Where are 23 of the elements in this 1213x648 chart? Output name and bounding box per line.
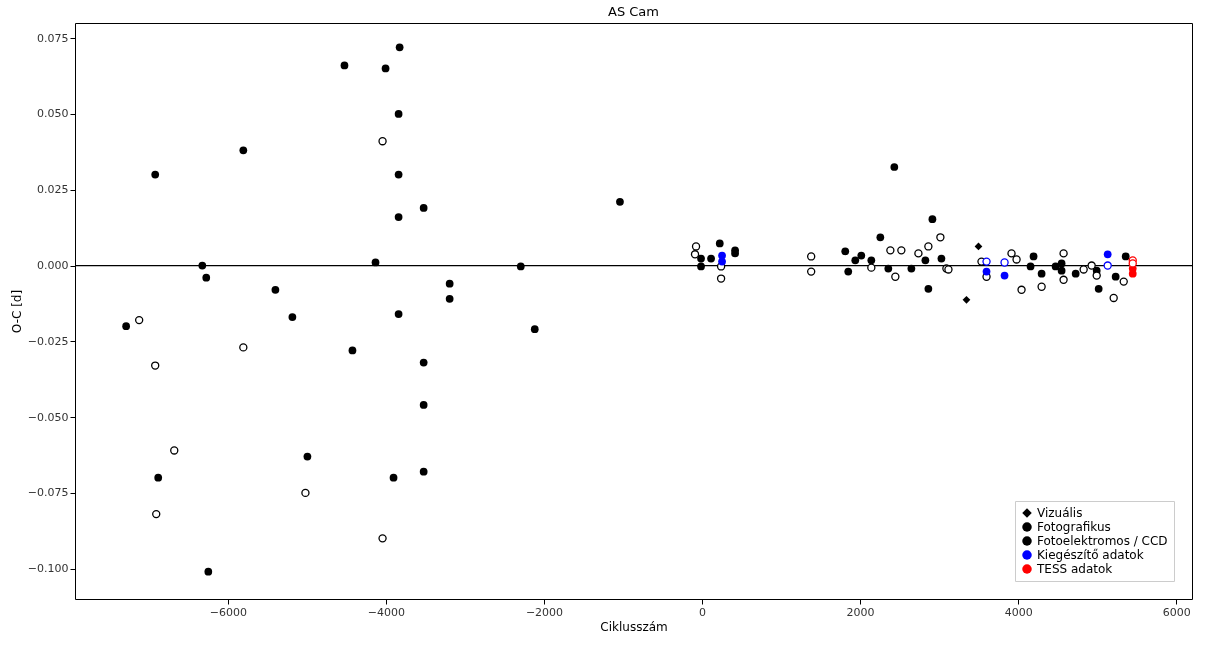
y-tick-label: 0.000 bbox=[37, 259, 69, 273]
x-tick-label: 2000 bbox=[846, 605, 875, 619]
legend-label: Kiegészítő adatok bbox=[1037, 548, 1144, 562]
chart-title: AS Cam bbox=[608, 4, 659, 19]
x-tick-label: 4000 bbox=[1004, 605, 1033, 619]
y-tick-label: 0.025 bbox=[37, 183, 69, 197]
legend-label: TESS adatok bbox=[1036, 562, 1113, 576]
x-tick-label: −6000 bbox=[209, 605, 248, 619]
y-tick-label: −0.050 bbox=[27, 410, 69, 424]
x-tick-label: 0 bbox=[699, 605, 707, 619]
y-axis-title: O-C [d] bbox=[9, 289, 24, 334]
x-tick-label: −2000 bbox=[525, 605, 564, 619]
legend-label: Fotografikus bbox=[1037, 520, 1111, 534]
x-axis-title: Ciklusszám bbox=[600, 619, 668, 634]
legend-label: Vizuális bbox=[1037, 506, 1083, 520]
legend-label: Fotoelektromos / CCD bbox=[1037, 534, 1168, 548]
y-tick-label: −0.075 bbox=[27, 486, 69, 500]
y-tick-label: 0.075 bbox=[37, 31, 69, 45]
y-tick-label: −0.100 bbox=[27, 562, 69, 576]
y-tick-label: −0.025 bbox=[27, 334, 69, 348]
x-tick-label: −4000 bbox=[367, 605, 406, 619]
y-tick-label: 0.050 bbox=[37, 107, 69, 121]
x-tick-label: 6000 bbox=[1162, 605, 1191, 619]
